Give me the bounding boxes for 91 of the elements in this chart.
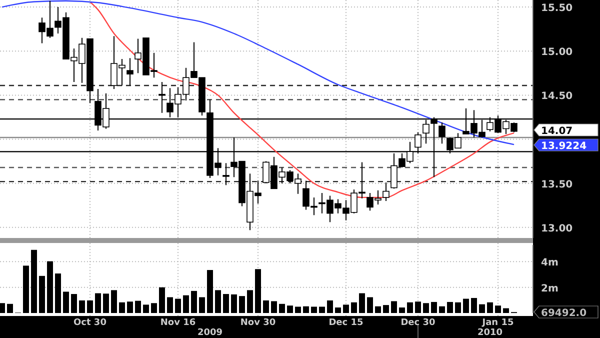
bar [439, 306, 445, 313]
y-tick-label: 13.00 [541, 223, 573, 234]
text: 2010 [477, 328, 503, 338]
candlestick [422, 119, 430, 144]
bar [95, 293, 101, 313]
bar [335, 307, 341, 313]
bar [327, 300, 333, 313]
candlestick [382, 182, 390, 202]
bar [31, 250, 37, 313]
bar [231, 294, 237, 313]
bar [303, 306, 309, 313]
bar [167, 297, 173, 313]
candlestick [430, 116, 438, 178]
candlestick [222, 162, 230, 186]
bar [223, 294, 229, 313]
bar [7, 304, 13, 313]
bar [463, 298, 469, 313]
bar [175, 298, 181, 313]
bar [431, 302, 437, 313]
bar [215, 290, 221, 313]
bar [287, 306, 293, 313]
bar [151, 303, 157, 313]
candlestick [438, 122, 446, 144]
bar [279, 304, 285, 313]
bar [111, 290, 117, 313]
candlestick [158, 81, 166, 114]
line-series [1, 0, 515, 146]
y-tick-label: 14.50 [541, 91, 573, 102]
bar [159, 287, 165, 313]
bar [79, 300, 85, 313]
x-tick-label: Dec 15 [328, 318, 364, 328]
y-tick-label: 15.50 [541, 3, 573, 14]
bar [135, 300, 141, 313]
bar [471, 298, 477, 313]
y-tick-label: 2m [541, 283, 558, 294]
bar [359, 293, 365, 313]
x-tick-label: Nov 16 [160, 318, 196, 328]
bar [47, 261, 53, 313]
bar [383, 305, 389, 313]
bar [263, 300, 269, 313]
bar [415, 302, 421, 313]
y-tick-label: 4m [541, 258, 558, 269]
x-tick-label: Dec 30 [400, 318, 436, 328]
y-tick-label: 13.50 [541, 179, 573, 190]
bar [255, 269, 261, 313]
bar [423, 303, 429, 313]
bar [375, 306, 381, 313]
bar [0, 303, 5, 313]
bar [23, 266, 29, 313]
bar [183, 295, 189, 313]
x-tick-label: Oct 30 [74, 318, 106, 328]
text: 14.07 [541, 126, 573, 137]
text: 2009 [197, 328, 223, 338]
bar [87, 300, 93, 313]
bar [55, 273, 61, 313]
bar [487, 302, 493, 313]
bar [503, 308, 509, 313]
bar [191, 290, 197, 313]
bar [71, 294, 77, 313]
bar [495, 306, 501, 313]
text: 69492.0 [541, 308, 587, 319]
bar [271, 301, 277, 313]
bar [343, 304, 349, 313]
bar [479, 304, 485, 313]
x-tick-label: Jan 15 [481, 318, 514, 328]
bar [143, 304, 149, 313]
bar [39, 276, 45, 313]
bar [199, 297, 205, 313]
x-tick-label: Nov 30 [240, 318, 276, 328]
bar [351, 302, 357, 313]
bar [247, 290, 253, 313]
bar [367, 297, 373, 313]
bar [295, 306, 301, 313]
bar [447, 302, 453, 313]
candlestick [414, 132, 422, 154]
bar [127, 302, 133, 313]
bar [119, 302, 125, 313]
bar [391, 301, 397, 313]
bar [239, 296, 245, 313]
y-tick-label: 15.00 [541, 47, 573, 58]
bar [319, 306, 325, 313]
bar [455, 302, 461, 313]
text: 13.9224 [541, 141, 587, 152]
line-series [89, 1, 515, 198]
bar [399, 307, 405, 313]
bar [207, 270, 213, 313]
bar [407, 302, 413, 313]
candlestick [126, 58, 134, 86]
bar [311, 306, 317, 313]
bar [63, 292, 69, 313]
bar [103, 294, 109, 313]
